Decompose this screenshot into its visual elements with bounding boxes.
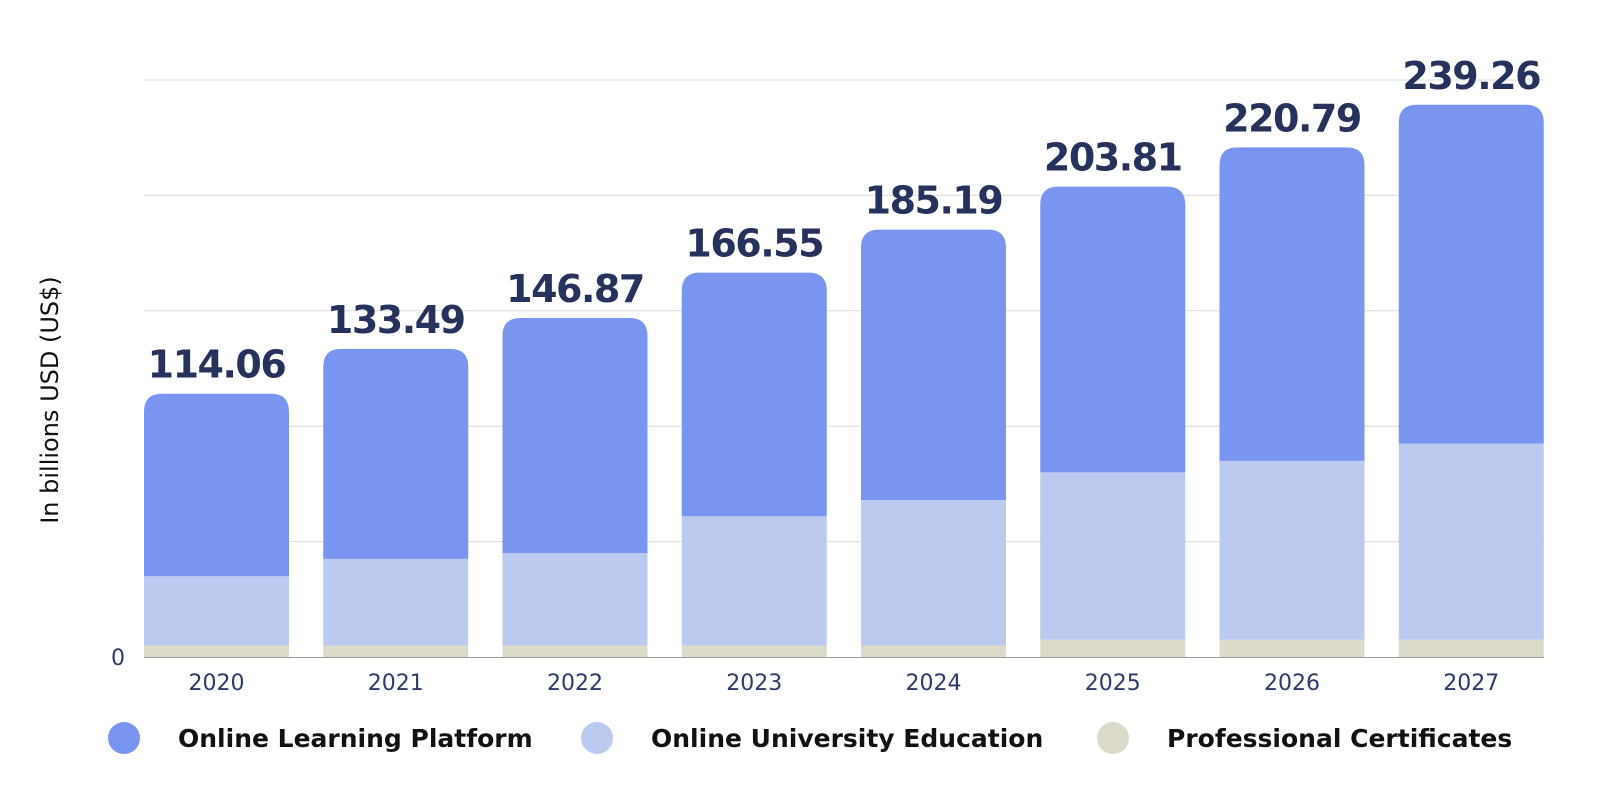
- bar-segment-professional-certificates: [144, 645, 289, 657]
- bar-total-label: 114.06: [148, 343, 286, 387]
- bar-total-label: 185.19: [865, 179, 1003, 223]
- bar-segment-online-university-education: [323, 558, 469, 646]
- bar-segment-online-learning-platform: [1398, 104, 1544, 444]
- bar-segment-online-university-education: [502, 553, 648, 646]
- bar-total-label: 220.79: [1223, 96, 1361, 140]
- y-axis: 0 In billions USD (US$): [36, 276, 125, 671]
- legend-label-professional-certificates: Professional Certificates: [1167, 723, 1513, 753]
- legend-item-online-university-education: Online University Education: [581, 722, 1043, 754]
- x-tick-label: 2027: [1443, 671, 1499, 696]
- legend-label-online-learning-platform: Online Learning Platform: [178, 723, 533, 753]
- bar-segment-professional-certificates: [1040, 639, 1186, 657]
- x-tick-label: 2026: [1264, 671, 1320, 696]
- bar-segment-online-university-education: [861, 500, 1006, 646]
- x-tick-label: 2025: [1085, 671, 1141, 696]
- bar-segment-professional-certificates: [861, 645, 1006, 657]
- bars: [144, 104, 1544, 657]
- bar-segment-online-learning-platform: [861, 229, 1006, 501]
- bar-segment-professional-certificates: [323, 645, 469, 657]
- y-tick-label: 0: [111, 646, 125, 671]
- legend-swatch-professional-certificates: [1097, 722, 1129, 754]
- y-axis-title: In billions USD (US$): [36, 276, 64, 524]
- bar-segment-online-university-education: [1398, 443, 1544, 640]
- bar-segment-online-learning-platform: [502, 318, 648, 554]
- bar-segment-online-university-education: [1040, 472, 1186, 640]
- bar-segment-online-university-education: [144, 576, 289, 646]
- bar-segment-online-learning-platform: [681, 272, 827, 517]
- bar-segment-online-learning-platform: [323, 348, 469, 559]
- x-tick-label: 2024: [906, 671, 962, 696]
- legend: Online Learning Platform Online Universi…: [0, 722, 1600, 762]
- bar-segment-online-university-education: [681, 516, 827, 646]
- bar-total-label: 133.49: [327, 298, 465, 342]
- x-tick-label: 2023: [726, 671, 782, 696]
- legend-item-professional-certificates: Professional Certificates: [1097, 722, 1512, 754]
- x-axis: 2020 2021 2022 2023 2024 2025 2026 2027: [144, 657, 1544, 696]
- bar-segment-online-learning-platform: [1219, 147, 1365, 461]
- legend-swatch-online-university-education: [581, 722, 613, 754]
- bar-segment-online-university-education: [1219, 460, 1365, 640]
- bar-segment-online-learning-platform: [144, 393, 289, 577]
- bar-total-label: 203.81: [1044, 136, 1182, 180]
- legend-item-online-learning-platform: Online Learning Platform: [108, 722, 533, 754]
- bar-total-label: 146.87: [506, 267, 644, 311]
- legend-label-online-university-education: Online University Education: [651, 723, 1044, 753]
- bar-segment-professional-certificates: [681, 645, 827, 657]
- bar-segment-professional-certificates: [502, 645, 648, 657]
- x-tick-label: 2022: [547, 671, 603, 696]
- bar-segment-professional-certificates: [1398, 639, 1544, 657]
- x-tick-label: 2021: [368, 671, 424, 696]
- bar-segment-online-learning-platform: [1040, 186, 1186, 473]
- total-labels: 114.06 133.49 146.87 166.55 185.19 203.81 220.…: [148, 54, 1542, 387]
- legend-swatch-online-learning-platform: [108, 722, 140, 754]
- x-tick-label: 2020: [189, 671, 245, 696]
- bar-segment-professional-certificates: [1219, 639, 1365, 657]
- bar-total-label: 166.55: [685, 222, 823, 266]
- bar-total-label: 239.26: [1402, 54, 1540, 98]
